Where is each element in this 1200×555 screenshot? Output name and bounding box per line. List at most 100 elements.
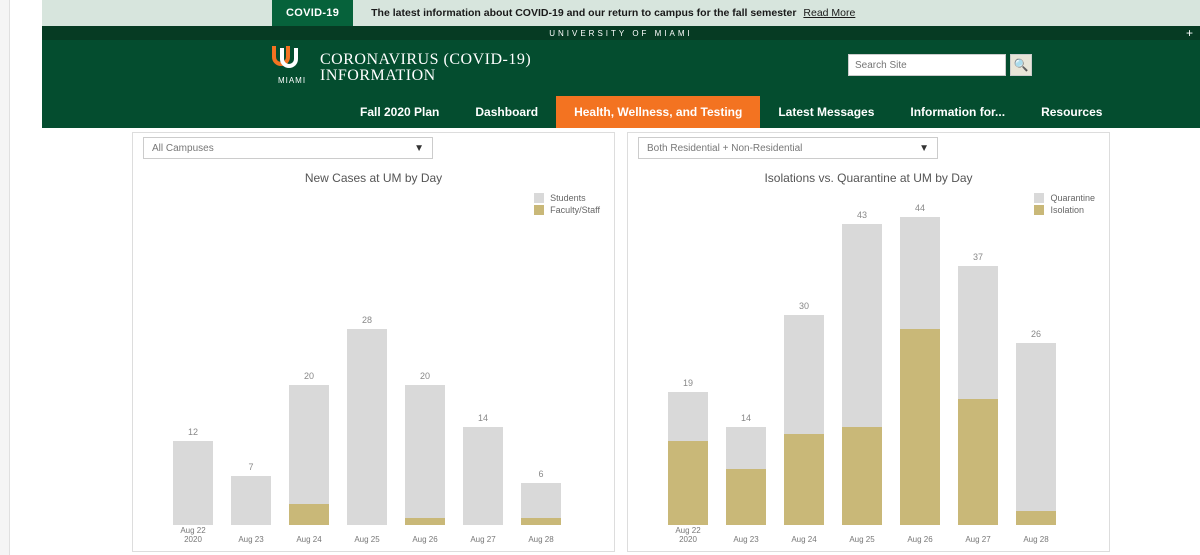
bar-x-label: Aug 26 — [890, 536, 950, 545]
page-content: COVID-19 The latest information about CO… — [42, 0, 1200, 552]
chart-plot-right: 19Aug 22202014Aug 2330Aug 2443Aug 2544Au… — [668, 200, 1095, 525]
bar-value-label: 43 — [842, 210, 882, 220]
bar-value-label: 20 — [289, 371, 329, 381]
bar-value-label: 6 — [521, 469, 561, 479]
bar-segment-primary — [668, 392, 708, 441]
bar-x-label: Aug 25 — [337, 536, 397, 545]
panel-iso-quarantine: Both Residential + Non-Residential ▼ Iso… — [627, 132, 1110, 552]
bar-segment-primary — [958, 266, 998, 399]
bar-value-label: 37 — [958, 252, 998, 262]
bar-column: 20Aug 24 — [289, 200, 329, 525]
bar-column: 37Aug 27 — [958, 200, 998, 525]
bar-x-label: Aug 222020 — [658, 527, 718, 545]
bar-column: 12Aug 222020 — [173, 200, 213, 525]
bar-value-label: 14 — [726, 413, 766, 423]
bar-column: 14Aug 27 — [463, 200, 503, 525]
bar-column: 43Aug 25 — [842, 200, 882, 525]
chevron-down-icon: ▼ — [414, 143, 424, 154]
residential-filter-value: Both Residential + Non-Residential — [647, 143, 802, 154]
nav-item-resources[interactable]: Resources — [1023, 96, 1120, 128]
bar-value-label: 7 — [231, 462, 271, 472]
bar-segment-secondary — [958, 399, 998, 525]
bar-x-label: Aug 28 — [511, 536, 571, 545]
search-button[interactable]: 🔍 — [1010, 54, 1032, 76]
chart-title-left: New Cases at UM by Day — [143, 171, 604, 185]
bar-segment-primary — [1016, 343, 1056, 511]
bar-value-label: 12 — [173, 427, 213, 437]
chevron-down-icon: ▼ — [919, 143, 929, 154]
bar-segment-primary — [463, 427, 503, 525]
bar-segment-secondary — [726, 469, 766, 525]
u-logo-icon — [272, 46, 300, 74]
main-nav: Fall 2020 PlanDashboardHealth, Wellness,… — [42, 96, 1200, 128]
bar-segment-primary — [521, 483, 561, 518]
bar-x-label: Aug 24 — [774, 536, 834, 545]
chart-bars-left: 12Aug 222020 7Aug 23 20Aug 24 28Aug 25 20Aug… — [173, 200, 561, 525]
bar-stack — [405, 385, 445, 525]
site-title: CORONAVIRUS (COVID-19) INFORMATION — [320, 51, 531, 85]
covid-banner-tag: COVID-19 — [272, 0, 353, 26]
bar-value-label: 28 — [347, 315, 387, 325]
bar-segment-primary — [347, 329, 387, 525]
bar-segment-secondary — [521, 518, 561, 525]
bar-segment-primary — [289, 385, 329, 504]
site-logo-label: MIAMI — [278, 76, 306, 85]
covid-banner-text: The latest information about COVID-19 an… — [371, 7, 855, 19]
bar-column: 28Aug 25 — [347, 200, 387, 525]
nav-item-fall-2020-plan[interactable]: Fall 2020 Plan — [342, 96, 457, 128]
bar-column: 44Aug 26 — [900, 200, 940, 525]
bar-segment-primary — [405, 385, 445, 518]
bar-x-label: Aug 27 — [453, 536, 513, 545]
topbar-expand-icon[interactable]: + — [1186, 26, 1196, 40]
nav-item-latest-messages[interactable]: Latest Messages — [760, 96, 892, 128]
bar-segment-primary — [231, 476, 271, 525]
bar-column: 6Aug 28 — [521, 200, 561, 525]
bar-value-label: 20 — [405, 371, 445, 381]
bar-value-label: 26 — [1016, 329, 1056, 339]
nav-item-dashboard[interactable]: Dashboard — [457, 96, 556, 128]
bar-column: 20Aug 26 — [405, 200, 445, 525]
dashboard-area: All Campuses ▼ New Cases at UM by Day St… — [42, 132, 1200, 552]
bar-x-label: Aug 27 — [948, 536, 1008, 545]
bar-stack — [231, 476, 271, 525]
bar-stack — [1016, 343, 1056, 525]
bar-column: 26Aug 28 — [1016, 200, 1056, 525]
bar-stack — [726, 427, 766, 525]
university-topbar-label: UNIVERSITY OF MIAMI — [549, 29, 693, 38]
bar-x-label: Aug 24 — [279, 536, 339, 545]
chart-bars-right: 19Aug 22202014Aug 2330Aug 2443Aug 2544Au… — [668, 200, 1056, 525]
bar-stack — [842, 224, 882, 525]
campus-filter-value: All Campuses — [152, 143, 214, 154]
site-header: MIAMI CORONAVIRUS (COVID-19) INFORMATION… — [42, 40, 1200, 96]
search-icon: 🔍 — [1014, 58, 1029, 72]
bar-x-label: Aug 23 — [221, 536, 281, 545]
bar-x-label: Aug 222020 — [163, 527, 223, 545]
covid-banner-readmore-link[interactable]: Read More — [803, 7, 855, 19]
left-sidebar-stub — [0, 0, 10, 555]
nav-item-information-for[interactable]: Information for... — [892, 96, 1023, 128]
bar-segment-secondary — [842, 427, 882, 525]
bar-column: 7Aug 23 — [231, 200, 271, 525]
bar-column: 14Aug 23 — [726, 200, 766, 525]
bar-segment-primary — [900, 217, 940, 329]
university-topbar: UNIVERSITY OF MIAMI + — [42, 26, 1200, 40]
bar-segment-secondary — [900, 329, 940, 525]
bar-segment-secondary — [1016, 511, 1056, 525]
bar-x-label: Aug 28 — [1006, 536, 1066, 545]
residential-filter-select[interactable]: Both Residential + Non-Residential ▼ — [638, 137, 938, 159]
bar-column: 19Aug 222020 — [668, 200, 708, 525]
covid-banner-message: The latest information about COVID-19 an… — [371, 7, 796, 19]
bar-stack — [900, 217, 940, 525]
bar-segment-secondary — [784, 434, 824, 525]
bar-stack — [958, 266, 998, 525]
campus-filter-select[interactable]: All Campuses ▼ — [143, 137, 433, 159]
nav-item-health-wellness-and-testing[interactable]: Health, Wellness, and Testing — [556, 96, 760, 128]
panel-new-cases: All Campuses ▼ New Cases at UM by Day St… — [132, 132, 615, 552]
site-logo[interactable]: MIAMI — [272, 52, 312, 85]
bar-stack — [668, 392, 708, 525]
covid-banner: COVID-19 The latest information about CO… — [42, 0, 1200, 26]
search-input[interactable] — [848, 54, 1006, 76]
bar-value-label: 14 — [463, 413, 503, 423]
bar-stack — [173, 441, 213, 525]
bar-value-label: 44 — [900, 203, 940, 213]
